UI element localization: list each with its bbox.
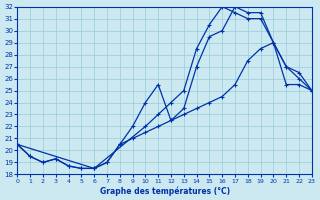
X-axis label: Graphe des températures (°C): Graphe des températures (°C) [100, 186, 230, 196]
